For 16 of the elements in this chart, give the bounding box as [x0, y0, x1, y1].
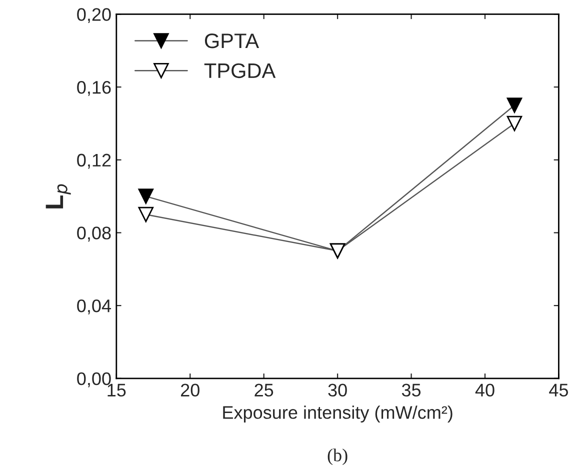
- y-tick-label: 0,12: [77, 154, 111, 169]
- y-tick-label: 0,04: [77, 299, 112, 314]
- legend-label: GPTA: [204, 33, 260, 48]
- x-tick-label: 25: [254, 384, 274, 397]
- y-axis-title: L$_{p}$: [46, 184, 71, 208]
- x-tick-label: 40: [475, 384, 494, 397]
- text: (b): [328, 448, 348, 466]
- x-tick-label: 30: [328, 384, 347, 397]
- y-tick-label: 0,08: [77, 226, 111, 242]
- x-tick-label: 20: [180, 384, 200, 397]
- x-tick-label: 45: [549, 384, 568, 397]
- y-tick-label: 0,20: [77, 8, 111, 24]
- legend-label: TPGDA: [204, 63, 276, 78]
- y-tick-label: 0,16: [77, 80, 111, 96]
- x-axis-title: Exposure intensity (mW/cm²): [223, 406, 452, 422]
- x-tick-label: 35: [402, 384, 421, 397]
